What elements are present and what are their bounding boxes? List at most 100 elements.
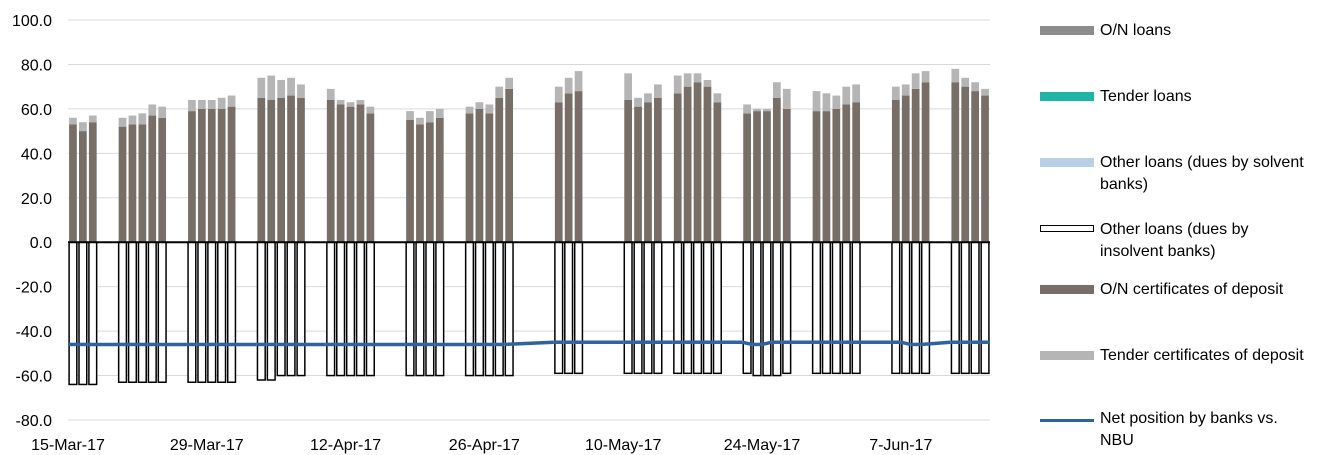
bar-segment-insolvent — [425, 241, 435, 377]
bar-segment — [277, 97, 286, 243]
bar-segment — [564, 93, 573, 243]
bar-segment — [842, 104, 851, 243]
bar-segment — [287, 77, 295, 96]
bar-segment-insolvent — [841, 241, 851, 375]
bar-segment — [812, 91, 821, 112]
bar-segment — [574, 71, 583, 92]
bar-segment — [703, 80, 712, 87]
bar-segment — [267, 75, 276, 100]
y-tick-label: 60.0 — [21, 102, 52, 119]
bar-segment-insolvent — [276, 241, 286, 377]
bar-segment — [644, 102, 652, 243]
y-tick-label: -60.0 — [16, 369, 53, 386]
bar-segment — [356, 100, 365, 105]
bar-segment-insolvent — [831, 241, 841, 375]
bar-segment-insolvent — [911, 241, 921, 375]
bar-segment — [832, 108, 841, 243]
bar-segment — [891, 86, 900, 100]
net-position-segment — [900, 340, 912, 347]
bar-segment-insolvent — [474, 241, 485, 377]
net-position-line — [68, 340, 990, 347]
x-tick-label: 12-Apr-17 — [310, 437, 381, 454]
y-tick-label: -20.0 — [16, 280, 53, 297]
legend-item-other-insolvent: Other loans (dues by insolvent banks) — [1040, 219, 1310, 263]
bar-segment-insolvent — [336, 241, 346, 377]
bar-segment — [505, 88, 514, 243]
bar-segment — [475, 102, 484, 109]
bar-segment-insolvent — [217, 241, 227, 383]
bar-segment — [425, 111, 434, 123]
y-tick-label: -40.0 — [16, 324, 53, 341]
bar-segment — [911, 73, 920, 89]
legend-swatch-other-solvent — [1040, 158, 1094, 167]
bar-segment-insolvent — [564, 241, 574, 375]
bar-segment — [753, 111, 761, 243]
legend-label-tender-cd: Tender certificates of deposit — [1100, 347, 1304, 364]
bar-segment — [743, 104, 751, 114]
legend-item-net-position: Net position by banks vs. NBU — [1040, 408, 1310, 452]
bar-segment — [197, 108, 206, 243]
y-tick-label: 80.0 — [21, 57, 52, 74]
y-tick-label: 40.0 — [21, 146, 52, 163]
bar-segment — [188, 111, 196, 243]
legend-swatch-tender-loans — [1040, 92, 1094, 101]
bar-segment-insolvent — [226, 241, 237, 383]
bar-segment-insolvent — [88, 241, 98, 386]
bar-segment — [416, 117, 424, 125]
bar-segment-insolvent — [683, 241, 693, 375]
bar-segment-insolvent — [266, 241, 276, 381]
bar-segment-insolvent — [435, 241, 445, 377]
bar-segment-insolvent — [712, 241, 722, 375]
bar-segment-insolvent — [554, 241, 564, 375]
bar-segment — [782, 88, 791, 109]
bar-segment — [79, 131, 87, 243]
x-tick-label: 10-May-17 — [585, 437, 662, 454]
bar-segment — [227, 95, 236, 107]
bar-segment — [217, 97, 226, 109]
legend-item-on-cd: O/N certificates of deposit — [1040, 279, 1310, 301]
bar-segment-insolvent — [970, 241, 980, 375]
x-tick-label: 26-Apr-17 — [449, 437, 520, 454]
bar-segment — [217, 108, 226, 243]
bar-segment-insolvent — [127, 241, 138, 383]
bar-segment — [128, 115, 137, 125]
bar-segment-insolvent — [643, 241, 653, 375]
x-tick-label: 7-Jun-17 — [869, 437, 932, 454]
bar-segment-insolvent — [494, 241, 504, 377]
bar-segment-insolvent — [484, 241, 494, 377]
bar-segment — [326, 88, 335, 100]
bar-segment-insolvent — [891, 241, 901, 375]
bar-segment — [634, 97, 642, 107]
net-position-segment — [741, 340, 753, 347]
legend-swatch-on-cd — [1040, 285, 1094, 294]
bar-segment — [713, 102, 722, 243]
legend-label-net-position: Net position by banks vs. NBU — [1100, 410, 1278, 449]
bar-segment — [277, 80, 286, 98]
bar-segment — [287, 95, 295, 243]
bar-segment — [554, 102, 563, 243]
bar-segment — [624, 73, 633, 100]
bar-segment — [554, 86, 563, 103]
bar-segment — [346, 102, 355, 107]
bar-segment-insolvent — [68, 241, 78, 386]
bar-segment — [683, 86, 692, 243]
legend-label-other-insolvent: Other loans (dues by insolvent banks) — [1100, 221, 1249, 260]
bar-segment-insolvent — [901, 241, 911, 375]
bar-segment — [763, 111, 771, 243]
bar-segment — [485, 104, 494, 114]
bar-segment — [644, 93, 652, 103]
bar-segment — [257, 97, 266, 243]
bar-segment — [207, 100, 216, 109]
bar-segment-insolvent — [187, 241, 197, 383]
bar-segment-insolvent — [950, 241, 960, 375]
bar-segment-insolvent — [326, 241, 336, 377]
bar-segment-insolvent — [504, 241, 514, 377]
bar-segment — [366, 113, 375, 243]
bar-segment — [971, 91, 979, 243]
legend-item-tender-cd: Tender certificates of deposit — [1040, 345, 1310, 367]
bar-segment-insolvent — [633, 241, 643, 375]
legend-item-tender-loans: Tender loans — [1040, 86, 1310, 108]
bar-segment — [118, 117, 127, 127]
bar-segment-insolvent — [653, 241, 663, 375]
bar-segment — [703, 86, 712, 243]
